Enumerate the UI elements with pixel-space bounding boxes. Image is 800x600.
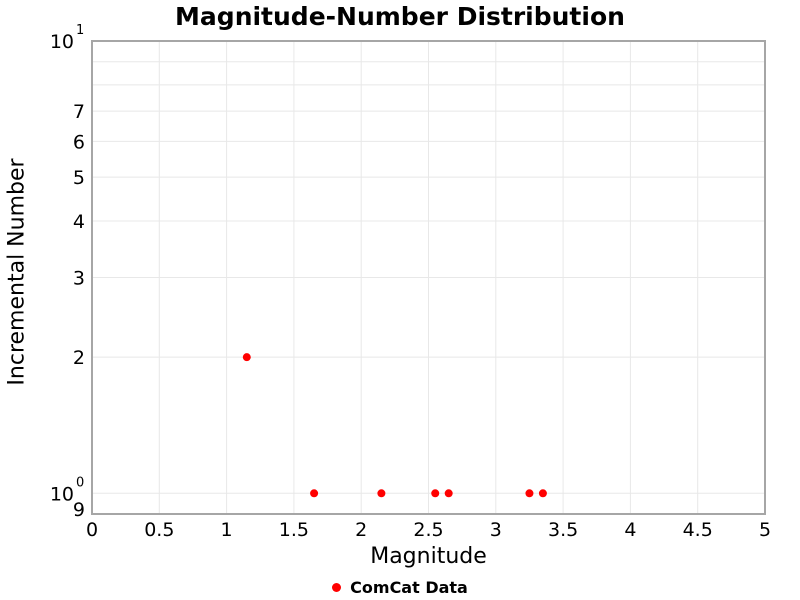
x-tick-label: 3 [490, 519, 502, 541]
x-tick-label: 5 [759, 519, 771, 541]
data-point [444, 489, 453, 498]
x-tick-label: 0.5 [144, 519, 174, 541]
x-tick-label: 3.5 [548, 519, 578, 541]
y-tick-label: 4 [73, 211, 85, 233]
y-tick-label-power-exp: 0 [76, 475, 84, 490]
data-point [242, 353, 251, 362]
legend-label: ComCat Data [350, 578, 468, 597]
data-point [377, 489, 386, 498]
y-tick-label-power-base: 10 [50, 483, 74, 505]
legend-marker-icon [332, 583, 342, 592]
data-point [431, 489, 440, 498]
x-axis-label: Magnitude [370, 544, 487, 569]
y-tick-label: 2 [73, 347, 85, 369]
y-tick-label: 3 [73, 268, 85, 290]
axes-spines [91, 40, 766, 515]
y-tick-label-power-base: 10 [50, 31, 74, 53]
y-tick-label: 9 [73, 499, 85, 521]
x-tick-label: 0 [86, 519, 98, 541]
data-point [538, 489, 547, 498]
x-tick-label: 4 [624, 519, 636, 541]
chart-title: Magnitude-Number Distribution [175, 2, 625, 31]
x-tick-label: 2.5 [413, 519, 443, 541]
legend: ComCat Data [0, 578, 800, 597]
y-tick-label: 5 [73, 167, 85, 189]
x-tick-label: 2 [355, 519, 367, 541]
data-point [525, 489, 534, 498]
x-tick-label: 1.5 [279, 519, 309, 541]
y-tick-label: 7 [73, 101, 85, 123]
y-tick-label-power-exp: 1 [76, 23, 84, 38]
x-tick-label: 1 [221, 519, 233, 541]
data-point [310, 489, 319, 498]
y-tick-label: 6 [73, 131, 85, 153]
x-tick-label: 4.5 [683, 519, 713, 541]
